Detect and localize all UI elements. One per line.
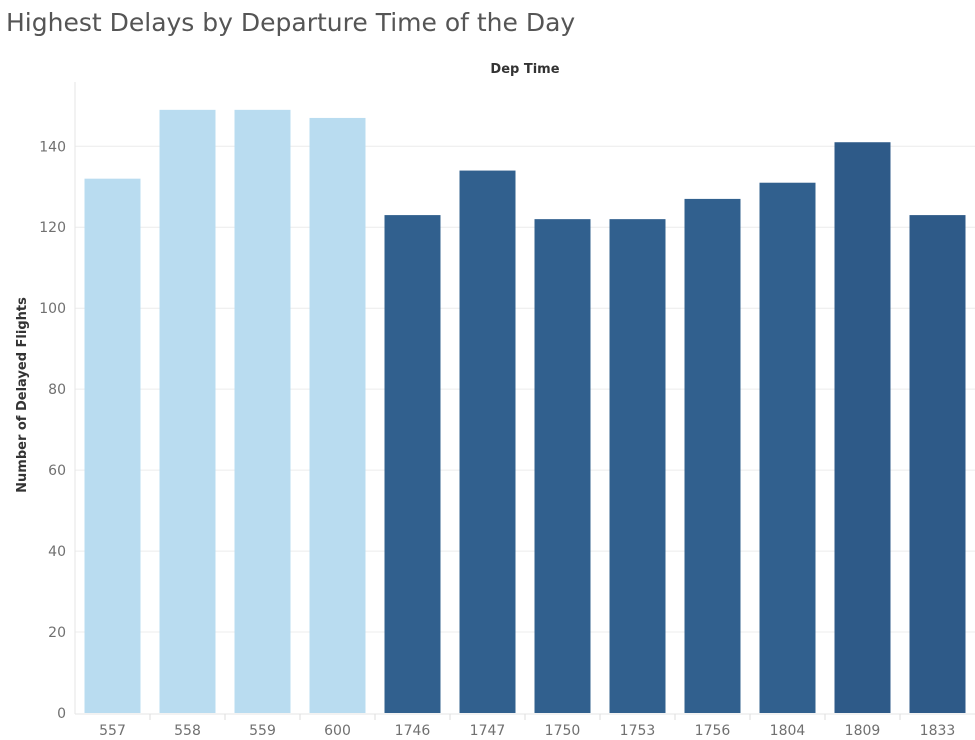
bar bbox=[610, 219, 666, 713]
y-tick-label: 60 bbox=[48, 463, 66, 479]
bar bbox=[85, 179, 141, 713]
x-tick-label: 1804 bbox=[770, 723, 806, 739]
x-tick-label: 1753 bbox=[620, 723, 656, 739]
y-tick-label: 20 bbox=[48, 625, 66, 641]
bar bbox=[910, 215, 966, 713]
bar bbox=[385, 215, 441, 713]
x-tick-label: 1833 bbox=[920, 723, 956, 739]
bar bbox=[460, 171, 516, 713]
bar bbox=[835, 142, 891, 713]
x-tick-label: 558 bbox=[174, 723, 201, 739]
bar bbox=[760, 183, 816, 713]
y-tick-label: 0 bbox=[57, 706, 66, 722]
x-tick-label: 600 bbox=[324, 723, 351, 739]
y-tick-labels: 0 20 40 60 80 100 120 140 bbox=[39, 139, 66, 722]
x-tick-label: 1746 bbox=[395, 723, 431, 739]
x-tick-labels: 557 558 559 600 1746 1747 1750 1753 1756 1804 1809… bbox=[99, 723, 955, 739]
y-tick-label: 80 bbox=[48, 382, 66, 398]
y-axis-title: Number of Delayed Flights bbox=[15, 297, 30, 493]
y-tick-label: 100 bbox=[39, 301, 66, 317]
x-tick-label: 1747 bbox=[470, 723, 506, 739]
bar bbox=[160, 110, 216, 713]
x-tick-label: 559 bbox=[249, 723, 276, 739]
bar bbox=[235, 110, 291, 713]
x-tick-label: 1809 bbox=[845, 723, 881, 739]
y-tick-label: 40 bbox=[48, 544, 66, 560]
y-tick-label: 120 bbox=[39, 220, 66, 236]
column-header: Dep Time bbox=[490, 62, 559, 77]
bar bbox=[685, 199, 741, 713]
bar bbox=[535, 219, 591, 713]
y-tick-label: 140 bbox=[39, 139, 66, 155]
bar bbox=[310, 118, 366, 713]
x-tick-label: 1756 bbox=[695, 723, 731, 739]
x-tick-label: 557 bbox=[99, 723, 126, 739]
x-tick-label: 1750 bbox=[545, 723, 581, 739]
bars bbox=[85, 110, 966, 713]
